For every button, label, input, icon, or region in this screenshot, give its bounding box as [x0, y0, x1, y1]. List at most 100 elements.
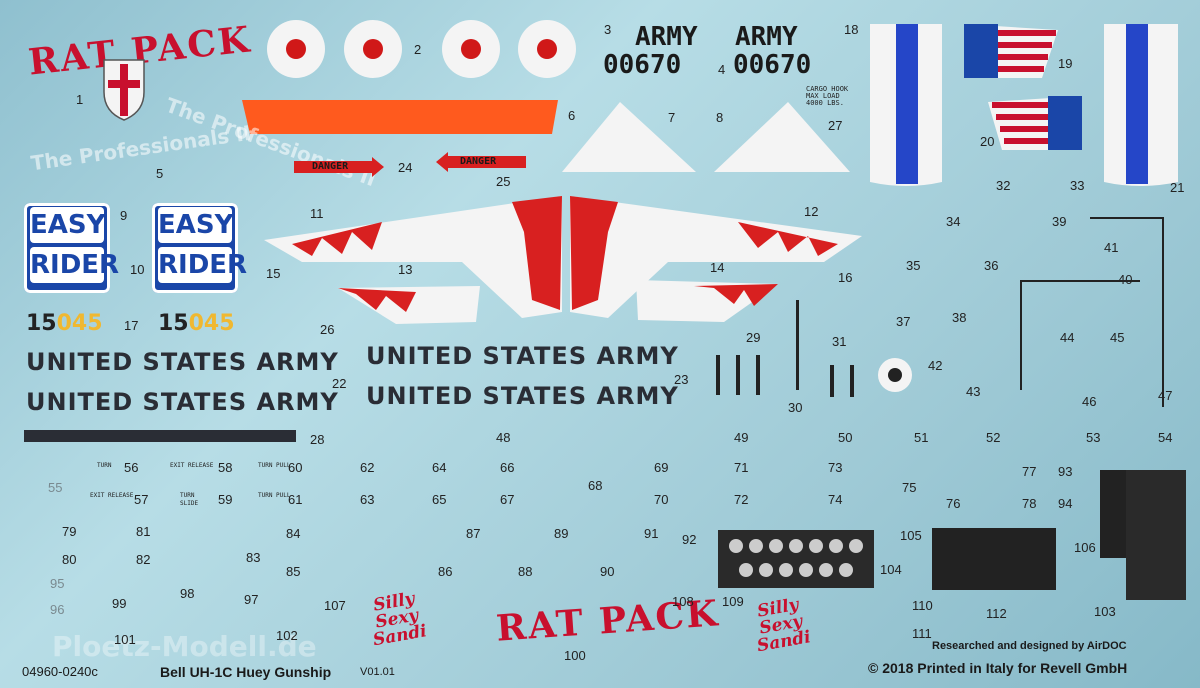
decal-number: 23 [674, 372, 689, 387]
roundel-4 [518, 20, 576, 78]
decal-number: 79 [62, 524, 77, 539]
usa-text-2: UNITED STATES ARMY [26, 388, 339, 416]
decal-number: 39 [1052, 214, 1067, 229]
watermark: Ploetz-Modell.de [52, 630, 317, 663]
decal-number: 98 [180, 586, 195, 601]
decal-number: 86 [438, 564, 453, 579]
decal-number: 24 [398, 160, 413, 175]
decal-number: 99 [112, 596, 127, 611]
decal-number: 40 [1118, 272, 1133, 287]
decal-number: 95 [50, 576, 65, 591]
rider-text: RIDER [30, 247, 119, 283]
tail-number-prefix: 15 [158, 311, 189, 336]
decal-number: 6 [568, 108, 576, 123]
army-text-1: ARMY [635, 22, 698, 52]
decal-number: 26 [320, 322, 335, 337]
orange-panel [242, 100, 558, 134]
serial-text-1: 00670 [603, 50, 682, 80]
decal-number: 91 [644, 526, 659, 541]
decal-number: 103 [1094, 604, 1116, 619]
army-text-2: ARMY [735, 22, 798, 52]
decal-number: 61 [288, 492, 303, 507]
product-code: 04960-0240c [22, 664, 98, 679]
decal-number: 57 [134, 492, 149, 507]
decal-number: 18 [844, 22, 859, 37]
decal-number: 87 [466, 526, 481, 541]
decal-number: 68 [588, 478, 603, 493]
line-40 [1020, 280, 1140, 282]
line-39 [1090, 217, 1164, 219]
decal-number: 60 [288, 460, 303, 475]
decal-number: 14 [710, 260, 725, 275]
shark-mouth-14 [636, 280, 778, 322]
decal-number: 107 [324, 598, 346, 613]
usa-text-4: UNITED STATES ARMY [366, 382, 679, 410]
tail-number-prefix: 15 [26, 311, 57, 336]
decal-number: 49 [734, 430, 749, 445]
decal-number: 48 [496, 430, 511, 445]
decal-number: 110 [912, 598, 933, 613]
decal-number: 51 [914, 430, 929, 445]
copyright: © 2018 Printed in Italy for Revell GmbH [868, 660, 1128, 676]
decal-number: 37 [896, 314, 911, 329]
danger-label-25: DANGER [460, 156, 497, 167]
decal-number: 112 [986, 606, 1007, 621]
decal-number: 58 [218, 460, 233, 475]
decal-number: 89 [554, 526, 569, 541]
decal-number: 9 [120, 208, 128, 223]
decal-number: 55 [48, 480, 63, 495]
danger-label-24: DANGER [312, 161, 349, 172]
decal-number: 17 [124, 318, 139, 333]
decal-number: 69 [654, 460, 669, 475]
line-40-v [1020, 280, 1022, 390]
decal-number: 32 [996, 178, 1011, 193]
turn-label-59: TURN [180, 492, 195, 499]
decal-number: 71 [734, 460, 749, 475]
stripe-29c [756, 355, 760, 395]
roundel-3 [442, 20, 500, 78]
panel-106b [1126, 470, 1186, 600]
decal-number: 13 [398, 262, 413, 277]
decal-number: 11 [310, 206, 324, 221]
stripe-31a [830, 365, 834, 397]
decal-number: 19 [1058, 56, 1073, 71]
decal-number: 3 [604, 22, 612, 37]
decal-number: 66 [500, 460, 515, 475]
decal-number: 33 [1070, 178, 1085, 193]
decal-number: 35 [906, 258, 921, 273]
silly-sexy-sandi-2: Silly Sexy Sandi [750, 595, 813, 656]
decal-number: 46 [1082, 394, 1097, 409]
decal-number: 72 [734, 492, 749, 507]
line-39-v [1162, 217, 1164, 407]
decal-number: 4 [718, 62, 726, 77]
tail-number-suffix: 045 [188, 311, 235, 336]
decal-number: 59 [218, 492, 233, 507]
slide-label-59: SLIDE [180, 500, 199, 507]
tail-number-17b: 15045 [158, 311, 235, 336]
rider-text: RIDER [158, 247, 247, 283]
decal-number: 78 [1022, 496, 1037, 511]
decal-number: 50 [838, 430, 853, 445]
shark-mouth-13 [338, 286, 480, 324]
decal-number: 93 [1058, 464, 1073, 479]
black-stripe-28 [24, 430, 296, 442]
decal-number: 54 [1158, 430, 1173, 445]
decal-number: 42 [928, 358, 943, 373]
decal-number: 77 [1022, 464, 1037, 479]
decal-number: 88 [518, 564, 533, 579]
stripe-30 [796, 300, 799, 390]
instrument-panel-104 [718, 530, 874, 588]
roundel-42 [878, 358, 912, 392]
decal-number: 84 [286, 526, 301, 541]
decal-number: 31 [832, 334, 847, 349]
decal-number: 81 [136, 524, 151, 539]
stripe-29a [716, 355, 720, 395]
usa-text-1: UNITED STATES ARMY [26, 348, 339, 376]
decal-number: 53 [1086, 430, 1101, 445]
decal-number: 10 [130, 262, 145, 277]
decal-number: 85 [286, 564, 301, 579]
decal-number: 44 [1060, 330, 1075, 345]
decal-number: 82 [136, 552, 151, 567]
tail-flag-left [870, 24, 942, 186]
